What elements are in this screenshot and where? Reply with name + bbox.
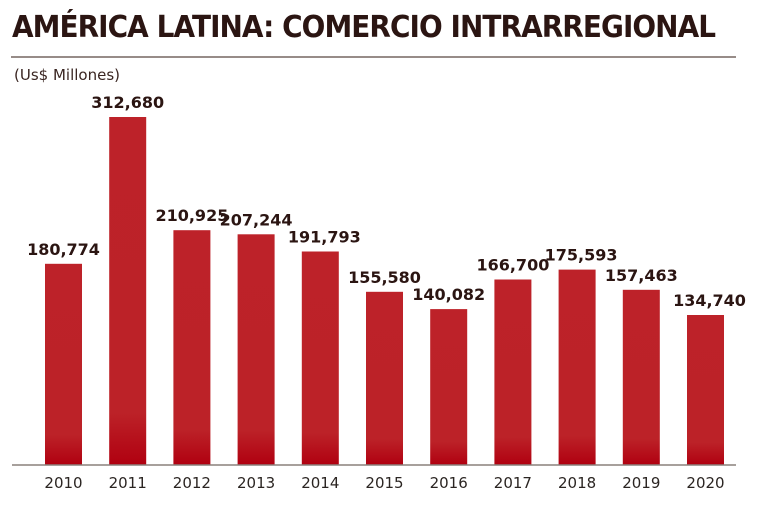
bar-2018 — [558, 269, 596, 465]
data-label-2017: 166,700 — [476, 256, 549, 275]
x-tick-label-2013: 2013 — [237, 474, 275, 492]
data-label-2018: 175,593 — [545, 246, 618, 265]
data-label-2013: 207,244 — [220, 210, 293, 229]
data-label-2011: 312,680 — [91, 93, 164, 112]
bar-2012 — [173, 230, 211, 465]
title-divider — [11, 56, 356, 58]
x-tick-label-2020: 2020 — [686, 474, 724, 492]
bar-2013 — [237, 234, 275, 465]
x-tick-label-2011: 2011 — [109, 474, 147, 492]
x-tick-label-2012: 2012 — [173, 474, 211, 492]
bar-2016 — [430, 309, 468, 465]
bar-2010 — [45, 263, 82, 465]
bar-2019 — [622, 289, 660, 465]
title-divider-right — [356, 56, 736, 58]
data-label-2016: 140,082 — [412, 285, 485, 304]
x-tick-label-2014: 2014 — [301, 474, 339, 492]
bar-2020 — [687, 315, 724, 465]
x-tick-label-2018: 2018 — [558, 474, 596, 492]
bar-2014 — [301, 251, 339, 465]
x-tick-label-2010: 2010 — [44, 474, 82, 492]
data-label-2012: 210,925 — [155, 206, 228, 225]
bar-2017 — [494, 279, 532, 465]
data-label-2014: 191,793 — [288, 228, 361, 247]
chart-title: AMÉRICA LATINA: COMERCIO INTRARREGIONAL — [12, 10, 716, 45]
bar-2015 — [366, 291, 403, 465]
x-tick-label-2017: 2017 — [494, 474, 532, 492]
bar-2011 — [109, 117, 147, 465]
x-tick-label-2016: 2016 — [430, 474, 468, 492]
x-tick-label-2015: 2015 — [365, 474, 403, 492]
chart-subtitle: (Us$ Millones) — [14, 66, 120, 84]
data-label-2010: 180,774 — [27, 240, 100, 259]
data-label-2015: 155,580 — [348, 268, 421, 287]
x-tick-label-2019: 2019 — [622, 474, 660, 492]
data-label-2020: 134,740 — [673, 291, 746, 310]
data-label-2019: 157,463 — [605, 266, 678, 285]
